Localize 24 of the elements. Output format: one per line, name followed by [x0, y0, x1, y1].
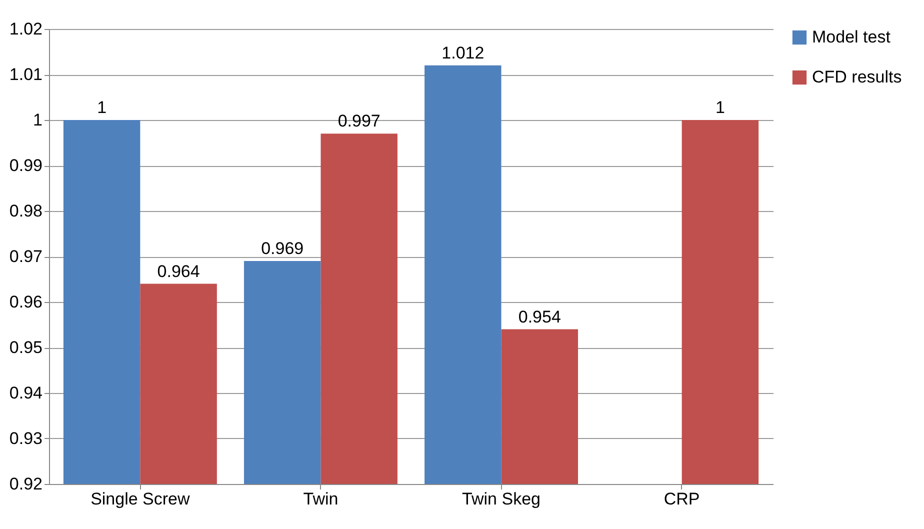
y-tick-label: 1.02	[9, 20, 42, 38]
x-tick-label: CRP	[664, 490, 700, 508]
data-label: 0.969	[261, 239, 304, 258]
data-label: 0.954	[518, 307, 561, 326]
y-tick-label: 0.99	[9, 156, 42, 175]
data-label: 0.964	[157, 262, 200, 281]
y-tick-label: 0.93	[9, 429, 42, 448]
y-tick-label: 0.95	[9, 338, 42, 357]
y-tick-label: 0.94	[9, 384, 42, 402]
y-tick-label: 1	[33, 110, 42, 130]
x-tick-label: Twin Skeg	[462, 490, 540, 508]
legend-label: Model test	[812, 28, 891, 46]
y-tick-label: 0.96	[9, 292, 42, 312]
data-label: 1	[97, 98, 107, 117]
y-tick-label: 0.98	[9, 202, 42, 220]
legend-label: CFD results	[812, 68, 902, 86]
x-tick-label: Single Screw	[90, 490, 190, 508]
data-label: 1.012	[442, 43, 484, 62]
data-label: 1	[715, 98, 725, 117]
y-tick-label: 0.97	[9, 247, 42, 266]
y-tick-label: 0.92	[9, 474, 42, 494]
x-tick-label: Twin	[303, 490, 338, 508]
y-tick-label: 1.01	[9, 65, 42, 84]
data-label: 0.997	[338, 112, 380, 131]
